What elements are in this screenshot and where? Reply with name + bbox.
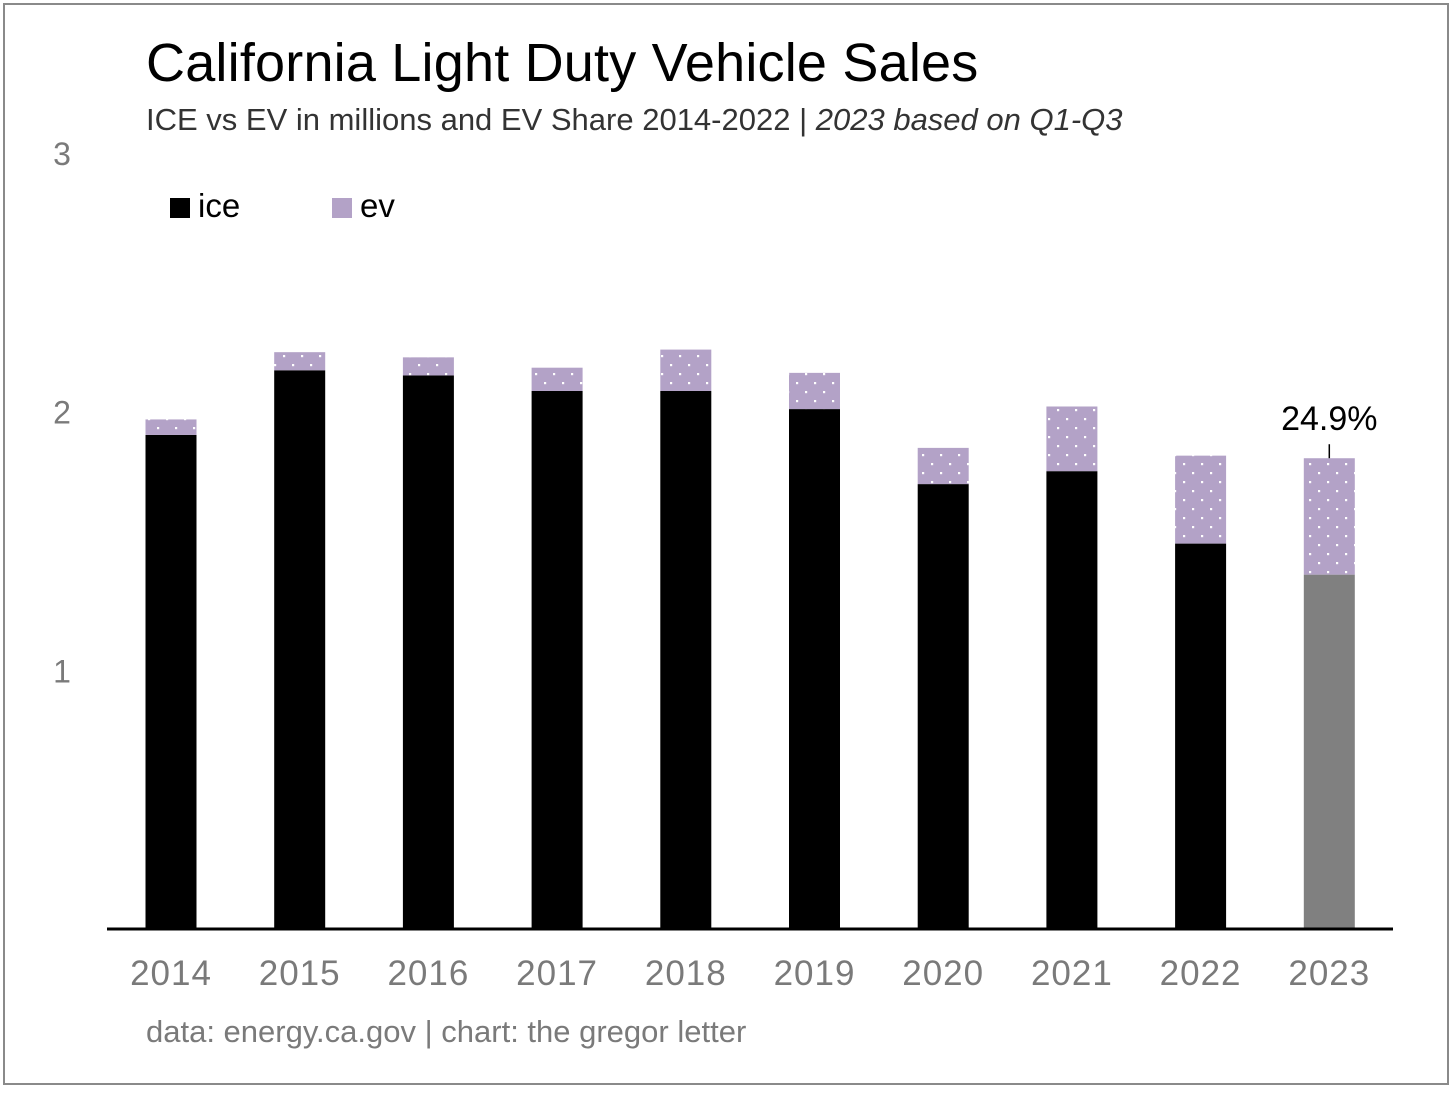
bar-ice-2020 [917, 484, 969, 929]
bar-ice-2018 [660, 390, 712, 929]
bar-ice-2014 [145, 434, 197, 929]
source-note: data: energy.ca.gov | chart: the gregor … [146, 1014, 747, 1049]
chart-frame [3, 3, 1449, 1085]
bars-group [145, 349, 1355, 930]
bar-ev-2023 [1303, 458, 1355, 575]
x-tick-label: 2018 [645, 954, 727, 993]
bar-ice-2023 [1303, 574, 1355, 929]
legend: ice ev [170, 187, 395, 224]
y-axis: 1 2 3 [53, 136, 71, 689]
x-tick-label: 2021 [1031, 954, 1113, 993]
bar-ev-2016 [402, 357, 454, 376]
x-tick-label: 2015 [259, 954, 341, 993]
bar-ice-2021 [1046, 471, 1098, 929]
x-tick-label: 2020 [902, 954, 984, 993]
legend-label-ev: ev [360, 187, 395, 224]
ev-share-label: 24.9% [1281, 400, 1377, 438]
x-tick-label: 2019 [774, 954, 856, 993]
bar-ev-2020 [917, 447, 969, 485]
legend-swatch-ev [332, 198, 352, 218]
subtitle-main: ICE vs EV in millions and EV Share 2014-… [146, 102, 816, 137]
bar-ev-2018 [660, 349, 712, 391]
annotation-group: 24.9% [1281, 400, 1378, 459]
bar-ev-2015 [274, 352, 326, 371]
x-tick-label: 2023 [1288, 954, 1370, 993]
bar-ev-2021 [1046, 406, 1098, 472]
y-tick-label: 3 [53, 136, 71, 172]
bar-ice-2015 [274, 370, 326, 929]
bar-ice-2016 [402, 375, 454, 929]
bar-ice-2022 [1175, 543, 1227, 929]
x-tick-label: 2014 [130, 954, 212, 993]
bar-ev-2019 [789, 372, 840, 410]
x-tick-label: 2022 [1160, 954, 1242, 993]
bar-ice-2019 [789, 409, 840, 930]
y-tick-label: 1 [53, 653, 71, 689]
subtitle-note: 2023 based on Q1-Q3 [815, 102, 1123, 137]
bar-ev-2022 [1175, 455, 1227, 544]
chart-subtitle: ICE vs EV in millions and EV Share 2014-… [146, 102, 1123, 138]
y-tick-label: 2 [53, 395, 71, 431]
chart-title: California Light Duty Vehicle Sales [146, 33, 979, 93]
legend-swatch-ice [170, 198, 190, 218]
x-axis: 2014 2015 2016 2017 2018 2019 2020 2021 2022 2023 [130, 954, 1370, 993]
bar-ice-2017 [531, 390, 583, 929]
bar-ev-2017 [531, 367, 583, 391]
x-tick-label: 2016 [387, 954, 469, 993]
x-tick-label: 2017 [516, 954, 598, 993]
bar-ev-2014 [145, 419, 197, 435]
legend-label-ice: ice [198, 187, 240, 224]
